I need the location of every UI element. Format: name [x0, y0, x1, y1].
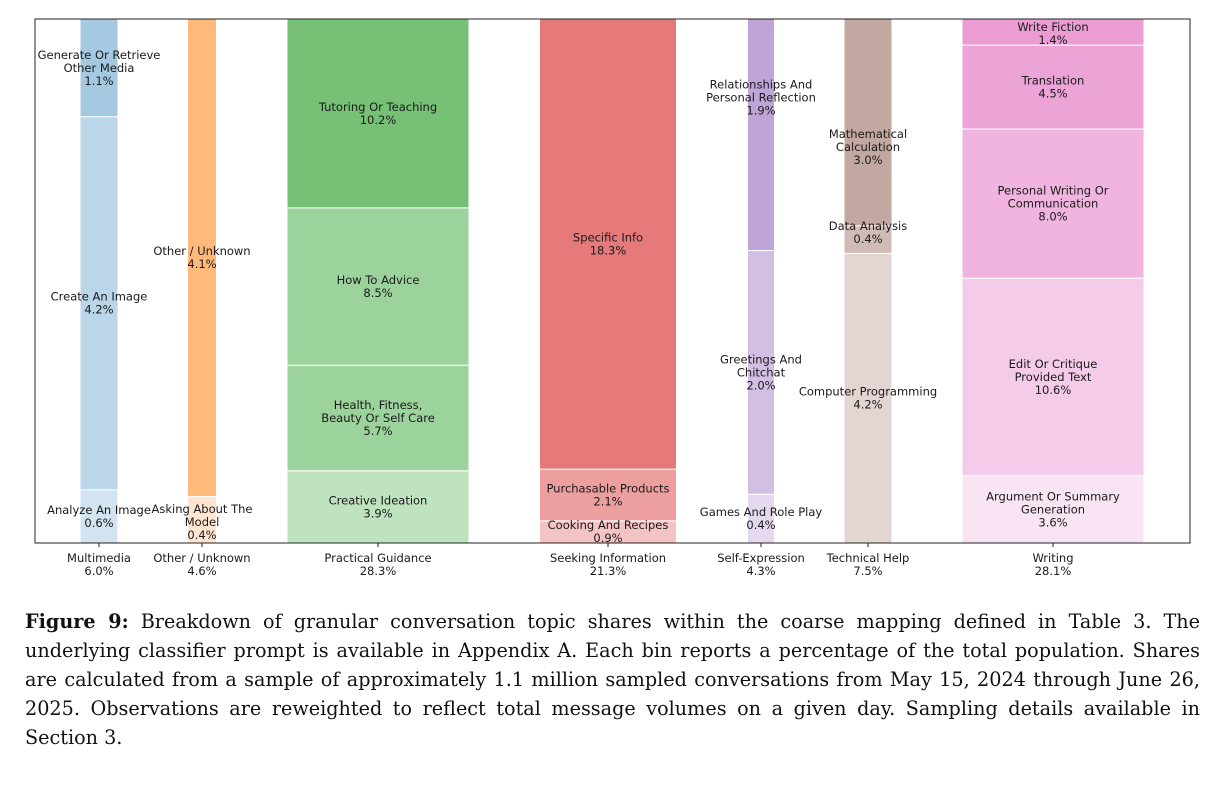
figure-caption: Figure 9: Breakdown of granular conversa… [25, 607, 1200, 752]
segment-label-create-an-image: Create An Image 4.2% [51, 290, 148, 317]
category-label-technical-help: Technical Help [826, 551, 910, 565]
category-share-seeking-information: 21.3% [590, 564, 627, 578]
bar-segment-translation [961, 44, 1145, 130]
category-share-practical-guidance: 28.3% [360, 564, 397, 578]
bar-segment-how-to-advice [286, 207, 470, 366]
bar-segment-personal-writing-or-communication [961, 128, 1145, 279]
segment-label-mathematical-calculation: Mathematical Calculation 3.0% [829, 127, 907, 167]
segment-label-purchasable-products: Purchasable Products 2.1% [546, 482, 669, 509]
bar-segment-health-fitness-beauty-or-self-care [286, 364, 470, 472]
category-label-writing: Writing [1032, 551, 1073, 565]
segment-label-games-and-role-play: Games And Role Play 0.4% [700, 505, 823, 532]
category-share-writing: 28.1% [1035, 564, 1072, 578]
bars [79, 18, 1145, 544]
category-share-technical-help: 7.5% [853, 564, 882, 578]
segment-label-analyze-an-image: Analyze An Image 0.6% [47, 503, 151, 530]
segment-label-creative-ideation: Creative Ideation 3.9% [329, 493, 428, 520]
bar-segment-asking-about-the-model [187, 495, 217, 544]
segment-label-relationships-and-personal-reflection: Relationships And Personal Reflection 1.9% [706, 78, 816, 118]
category-label-seeking-information: Seeking Information [550, 551, 666, 565]
segment-label-tutoring-or-teaching: Tutoring Or Teaching 10.2% [318, 100, 437, 127]
segment-label-data-analysis: Data Analysis 0.4% [829, 219, 908, 246]
category-label-practical-guidance: Practical Guidance [324, 551, 431, 565]
category-share-self-expression: 4.3% [746, 564, 775, 578]
bar-segment-other-unknown [187, 18, 217, 497]
bar-segment-creative-ideation [286, 470, 470, 544]
figure-label: Figure 9: [25, 610, 129, 633]
chart-canvas: Analyze An Image 0.6% Create An Image 4.2% G… [34, 18, 1191, 578]
bar-segment-mathematical-calculation [843, 18, 893, 227]
category-label-self-expression: Self-Expression [717, 551, 805, 565]
segment-label-greetings-and-chitchat: Greetings And Chitchat 2.0% [720, 352, 802, 392]
segment-label-health-fitness-beauty-or-self-care: Health, Fitness, Beauty Or Self Care 5.7% [321, 398, 435, 438]
segment-label-translation: Translation 4.5% [1021, 74, 1085, 101]
caption-text: Breakdown of granular conversation topic… [25, 610, 1200, 749]
segment-label-asking-about-the-model: Asking About The Model 0.4% [151, 502, 252, 542]
category-label-multimedia: Multimedia [67, 551, 131, 565]
segment-label-cooking-and-recipes: Cooking And Recipes 0.9% [548, 518, 669, 545]
bar-segment-create-an-image [79, 116, 119, 491]
bar-segment-analyze-an-image [79, 489, 119, 544]
bar-segment-edit-or-critique-provided-text [961, 277, 1145, 477]
plot-frame [34, 18, 1191, 544]
segment-label-personal-writing-or-communication: Personal Writing Or Communication 8.0% [997, 184, 1108, 224]
segment-labels: Analyze An Image 0.6% Create An Image 4.2% G… [38, 20, 1120, 545]
bar-segment-tutoring-or-teaching [286, 18, 470, 209]
segment-label-specific-info: Specific Info 18.3% [573, 231, 643, 258]
segment-label-other-unknown: Other / Unknown 4.1% [153, 244, 250, 271]
category-label-other-unknown: Other / Unknown [153, 551, 250, 565]
segment-label-edit-or-critique-provided-text: Edit Or Critique Provided Text 10.6% [1009, 357, 1098, 397]
bar-segment-games-and-role-play [747, 493, 775, 544]
category-share-multimedia: 6.0% [84, 564, 113, 578]
bar-segment-computer-programming [843, 252, 893, 544]
segment-label-how-to-advice: How To Advice 8.5% [337, 273, 420, 300]
bar-segment-greetings-and-chitchat [747, 250, 775, 495]
segment-label-generate-or-retrieve-other-media: Generate Or Retrieve Other Media 1.1% [38, 48, 161, 88]
mosaic-chart: Analyze An Image 0.6% Create An Image 4.2% G… [34, 18, 1191, 578]
segment-label-argument-or-summary-generation: Argument Or Summary Generation 3.6% [986, 489, 1120, 529]
bar-segment-specific-info [539, 18, 677, 470]
category-share-other-unknown: 4.6% [187, 564, 216, 578]
segment-label-computer-programming: Computer Programming 4.2% [799, 385, 937, 412]
bar-segment-data-analysis [843, 225, 893, 254]
bar-segment-relationships-and-personal-reflection [747, 18, 775, 252]
segment-label-write-fiction: Write Fiction 1.4% [1017, 20, 1088, 47]
bar-segment-write-fiction [961, 18, 1145, 46]
bar-segment-argument-or-summary-generation [961, 475, 1145, 544]
